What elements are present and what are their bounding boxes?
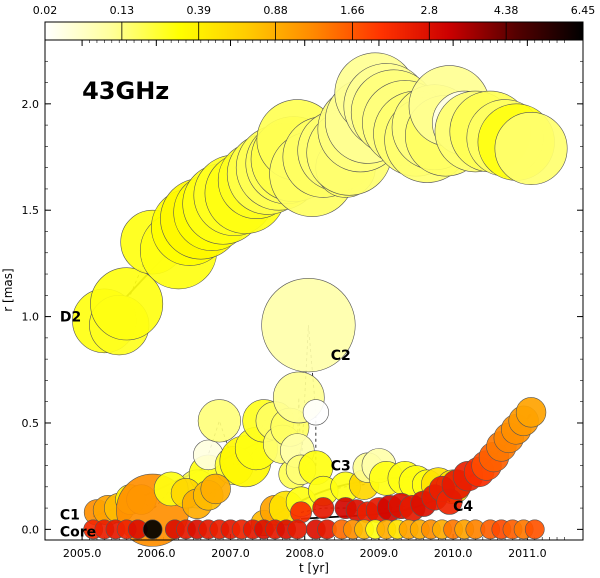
colorbar-tick-label: 0.39 xyxy=(186,4,211,17)
data-point xyxy=(494,112,568,185)
component-label: D2 xyxy=(60,310,81,326)
colorbar-tick-label: 6.45 xyxy=(571,4,596,17)
component-label: C1 xyxy=(60,507,80,523)
data-point xyxy=(197,399,241,443)
colorbar-tick-label: 4.38 xyxy=(494,4,519,17)
series-c1 xyxy=(83,471,231,547)
colorbar-tick-label: 2.8 xyxy=(421,4,439,17)
y-tick-label: 1.5 xyxy=(22,204,40,217)
plot-frame xyxy=(44,39,584,541)
data-point xyxy=(142,519,163,540)
data-point xyxy=(287,519,308,540)
colorbar: 0.02 0.13 0.39 0.88 1.66 2.8 4.38 6.45 xyxy=(33,4,596,41)
x-tick-label: 2010.0 xyxy=(434,547,473,560)
x-tick-label: 2007.0 xyxy=(211,547,250,560)
data-point xyxy=(312,497,335,520)
y-tick-label: 0.5 xyxy=(22,417,40,430)
series-c3 xyxy=(250,448,471,537)
x-tick-label: 2005.0 xyxy=(63,547,102,560)
data-point xyxy=(90,267,164,341)
data-point xyxy=(515,397,547,428)
chart-title: 43GHz xyxy=(82,77,169,105)
colorbar-tick-label: 0.13 xyxy=(110,4,135,17)
x-tick-label: 2008.0 xyxy=(285,547,324,560)
y-tick-label: 0.0 xyxy=(22,523,40,536)
x-tick-label: 2011.0 xyxy=(508,547,547,560)
colorbar-tick-label: 0.02 xyxy=(33,4,58,17)
colorbar-tick-label: 0.88 xyxy=(263,4,288,17)
component-label: C2 xyxy=(331,348,351,364)
series-d2 xyxy=(72,52,568,356)
component-label: C3 xyxy=(331,459,351,475)
data-point xyxy=(200,473,231,505)
data-point xyxy=(290,501,312,524)
x-tick-label: 2009.0 xyxy=(360,547,399,560)
y-axis-label: r [mas] xyxy=(1,268,15,311)
data-point xyxy=(524,519,545,540)
component-label: C4 xyxy=(453,499,473,515)
y-tick-label: 1.0 xyxy=(22,311,40,324)
component-label: Core xyxy=(60,524,96,540)
data-point xyxy=(302,399,329,426)
x-tick-label: 2006.0 xyxy=(137,547,176,560)
data-point xyxy=(261,277,356,373)
x-axis-label: t [yr] xyxy=(299,561,329,575)
y-tick-label: 2.0 xyxy=(22,98,40,111)
colorbar-gradient xyxy=(44,21,584,41)
colorbar-tick-label: 1.66 xyxy=(340,4,365,17)
series-core xyxy=(83,519,545,540)
